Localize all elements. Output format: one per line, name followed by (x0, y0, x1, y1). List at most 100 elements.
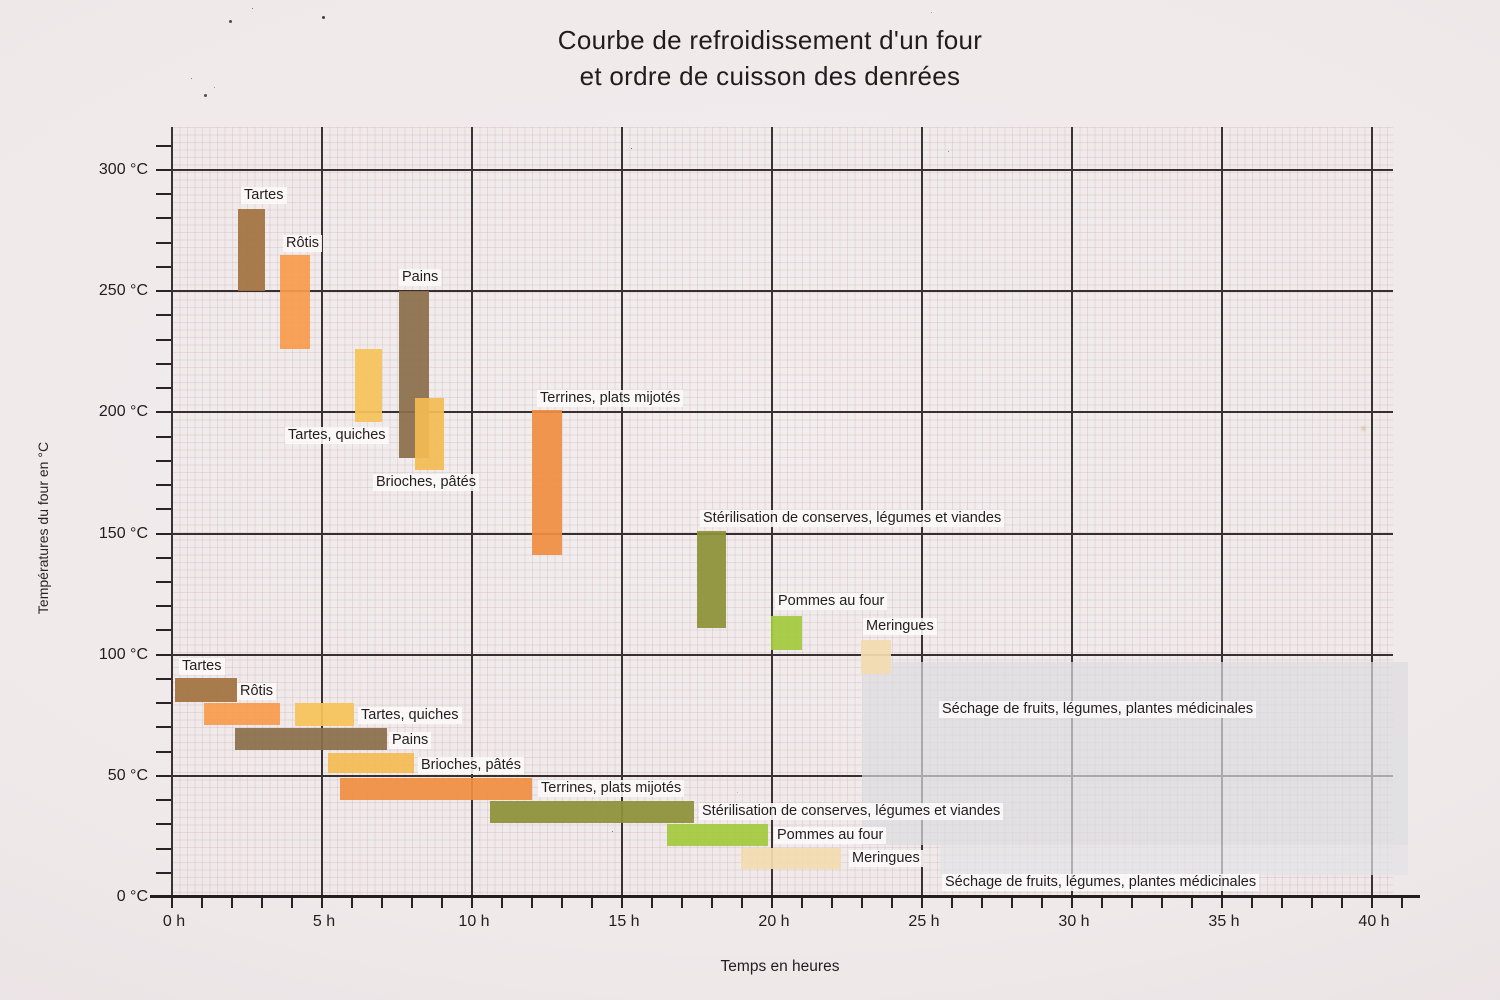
x-axis-minor-tick (1371, 897, 1373, 908)
y-tick-label: 100 °C (98, 645, 148, 663)
x-gridline (621, 127, 623, 908)
x-axis-minor-tick (351, 897, 353, 908)
y-tick-label: 0 °C (116, 888, 148, 905)
x-axis-minor-tick (411, 897, 413, 908)
y-axis-minor-tick (156, 290, 171, 293)
label-timeline-sterilisation-de-conserves-legumes-et-viandes: Stérilisation de conserves, légumes et v… (699, 803, 1004, 820)
y-axis-minor-tick (156, 774, 171, 777)
y-tick-label: 200 °C (98, 403, 148, 421)
y-axis-minor-tick (156, 217, 171, 220)
timeline-tartes-quiches (295, 702, 354, 726)
timeline-sterilisation-de-conserves-legumes-et-viandes (490, 801, 694, 824)
label-cooking-temp-terrines-plats-mijotes: Terrines, plats mijotés (537, 390, 684, 407)
y-gridline (160, 532, 1393, 535)
chart-title-line2: et ordre de cuisson des denrées (579, 61, 961, 91)
y-gridline (160, 290, 1393, 293)
cooking-temp-meringues (860, 640, 891, 675)
x-gridline (1071, 127, 1073, 908)
x-tick-label: 10 h (458, 913, 490, 930)
x-axis-minor-tick (1131, 897, 1133, 908)
label-timeline-brioches-pates: Brioches, pâtés (418, 757, 524, 774)
label-timeline-rotis: Rôtis (237, 683, 277, 700)
x-axis-minor-tick (1071, 897, 1073, 908)
x-gridline (1221, 127, 1223, 908)
y-axis-minor-tick (156, 314, 171, 317)
y-tick-label: 300 °C (98, 161, 148, 178)
timeline-terrines-plats-mijotes (340, 778, 532, 801)
y-axis-minor-tick (156, 144, 171, 147)
drying-zone-sechage-de-fruits-legumes-plantes-medicinales (940, 844, 1408, 875)
y-axis-minor-tick (156, 653, 171, 656)
x-axis-minor-tick (1311, 897, 1313, 908)
label-cooking-temp-pommes-au-four: Pommes au four (775, 593, 888, 610)
label-timeline-tartes-quiches: Tartes, quiches (358, 707, 462, 724)
label-cooking-temp-pains: Pains (399, 269, 442, 286)
cooking-temp-terrines-plats-mijotes (532, 409, 562, 556)
cooking-temp-rotis (280, 254, 310, 350)
x-axis-minor-tick (501, 897, 503, 908)
x-tick-label: 0 h (162, 913, 186, 930)
x-axis-minor-tick (1101, 897, 1103, 908)
x-axis-minor-tick (261, 897, 263, 908)
x-axis-minor-tick (561, 897, 563, 908)
x-axis-minor-tick (801, 897, 803, 908)
label-timeline-pommes-au-four: Pommes au four (774, 827, 887, 844)
y-axis-minor-tick (156, 484, 171, 487)
x-axis-minor-tick (471, 897, 473, 908)
label-timeline-pains: Pains (389, 732, 432, 749)
x-axis-minor-tick (1161, 897, 1163, 908)
y-axis-minor-tick (156, 847, 171, 850)
y-axis-minor-tick (156, 241, 171, 244)
x-axis-minor-tick (681, 897, 683, 908)
y-axis-minor-tick (156, 580, 171, 583)
x-tick-label: 20 h (758, 913, 790, 930)
x-axis-minor-tick (381, 897, 383, 908)
x-gridline (471, 127, 473, 908)
y-axis-minor-tick (156, 435, 171, 438)
y-axis-minor-tick (156, 750, 171, 753)
cooking-temp-tartes (238, 208, 265, 292)
x-axis-minor-tick (1251, 897, 1253, 908)
y-axis-minor-tick (156, 556, 171, 559)
y-gridline (160, 653, 1393, 656)
x-tick-label: 25 h (908, 913, 940, 930)
x-axis-minor-tick (651, 897, 653, 908)
y-axis-minor-tick (156, 605, 171, 608)
x-tick-label: 40 h (1358, 913, 1390, 930)
chart-title-line1: Courbe de refroidissement d'un four (557, 25, 983, 55)
label-cooking-temp-tartes: Tartes (241, 187, 287, 204)
x-axis-minor-tick (1221, 897, 1223, 908)
x-axis-minor-tick (531, 897, 533, 908)
y-axis-minor-tick (156, 459, 171, 462)
x-axis-minor-tick (621, 897, 623, 908)
y-axis-minor-tick (156, 726, 171, 729)
x-axis-minor-tick (1281, 897, 1283, 908)
label-timeline-meringues: Meringues (849, 850, 923, 867)
cooking-temp-pommes-au-four (770, 615, 802, 650)
y-tick-label: 250 °C (98, 282, 148, 300)
y-axis-minor-tick (156, 871, 171, 874)
x-gridline (1371, 127, 1373, 908)
x-gridline (321, 127, 323, 908)
x-axis-minor-tick (1041, 897, 1043, 908)
cooking-temp-brioches-pates (415, 397, 444, 471)
x-tick-label: 30 h (1058, 913, 1090, 930)
y-axis-minor-tick (156, 193, 171, 196)
x-axis-title: Temps en heures (720, 958, 840, 975)
timeline-meringues (740, 848, 841, 869)
label-cooking-temp-brioches-pates: Brioches, pâtés (373, 474, 479, 491)
label-timeline-terrines-plats-mijotes: Terrines, plats mijotés (538, 780, 685, 797)
y-axis-minor-tick (156, 799, 171, 802)
y-tick-label: 50 °C (107, 766, 148, 784)
y-axis-minor-tick (156, 265, 171, 268)
y-tick-label: 150 °C (98, 524, 148, 542)
label-drying-zone-sechage-de-fruits-legumes-plantes-medicinales: Séchage de fruits, légumes, plantes médi… (939, 701, 1257, 718)
x-axis-minor-tick (1011, 897, 1013, 908)
timeline-tartes (175, 677, 237, 702)
chart-title: Courbe de refroidissement d'un four et o… (270, 22, 1270, 94)
x-axis-minor-tick (891, 897, 893, 908)
y-axis-minor-tick (156, 169, 171, 171)
x-gridline (171, 127, 173, 908)
label-cooking-temp-tartes-quiches: Tartes, quiches (285, 427, 389, 444)
